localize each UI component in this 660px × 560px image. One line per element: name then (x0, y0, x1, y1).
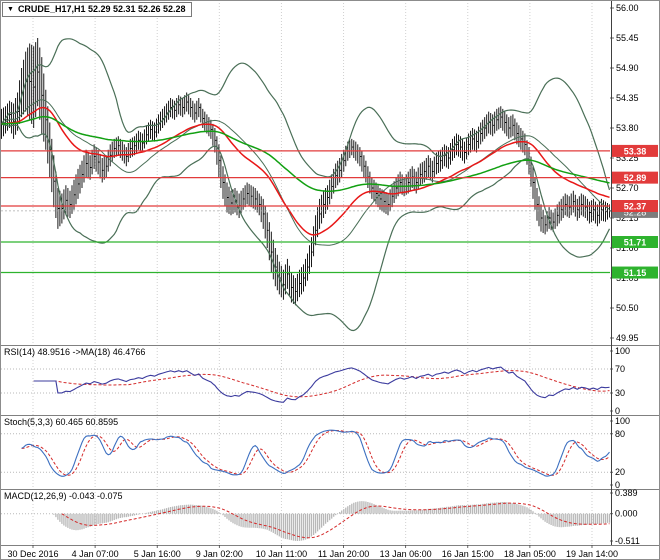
main-panel[interactable] (0, 38, 611, 332)
svg-text:53.80: 53.80 (616, 123, 639, 133)
panel-separators[interactable] (0, 345, 660, 546)
svg-text:52.89: 52.89 (624, 173, 647, 183)
svg-text:-0.511: -0.511 (615, 536, 640, 546)
svg-text:20: 20 (615, 467, 625, 477)
svg-text:52.28: 52.28 (624, 207, 647, 217)
svg-text:0.389: 0.389 (615, 488, 638, 498)
svg-text:54.90: 54.90 (616, 63, 639, 73)
rsi-panel[interactable] (1, 366, 610, 403)
svg-text:49.95: 49.95 (616, 333, 639, 343)
svg-text:52.15: 52.15 (616, 213, 639, 223)
svg-text:54.35: 54.35 (616, 93, 639, 103)
symbol-ohlc-box[interactable]: ▼ CRUDE_H17,H1 52.29 52.31 52.26 52.28 (2, 2, 192, 17)
svg-text:100: 100 (615, 346, 630, 356)
svg-text:100: 100 (615, 416, 630, 426)
svg-text:4 Jan 07:00: 4 Jan 07:00 (72, 549, 119, 559)
symbol-ohlc-text: CRUDE_H17,H1 52.29 52.31 52.26 52.28 (17, 4, 186, 14)
svg-text:13 Jan 06:00: 13 Jan 06:00 (380, 549, 432, 559)
svg-text:53.25: 53.25 (616, 153, 639, 163)
svg-text:18 Jan 05:00: 18 Jan 05:00 (504, 549, 556, 559)
svg-text:70: 70 (615, 364, 625, 374)
svg-text:30: 30 (615, 388, 625, 398)
price-axis[interactable]: 56.00 55.45 54.90 54.35 53.80 53.25 52.70 52.15… (610, 3, 658, 343)
stoch-indicator-label: Stoch(5,3,3) 60.465 60.8595 (4, 417, 119, 427)
macd-indicator-label: MACD(12,26,9) -0.043 -0.075 (4, 491, 123, 501)
svg-text:0: 0 (615, 480, 620, 490)
time-grid (32, 0, 593, 545)
svg-text:56.00: 56.00 (616, 3, 639, 13)
svg-text:16 Jan 15:00: 16 Jan 15:00 (442, 549, 494, 559)
collapse-icon[interactable]: ▼ (7, 6, 14, 13)
svg-text:53.38: 53.38 (624, 146, 647, 156)
svg-text:10 Jan 11:00: 10 Jan 11:00 (256, 549, 307, 559)
svg-text:52.70: 52.70 (616, 183, 639, 193)
svg-text:5 Jan 16:00: 5 Jan 16:00 (134, 549, 181, 559)
svg-text:50.50: 50.50 (616, 303, 639, 313)
svg-text:9 Jan 02:00: 9 Jan 02:00 (196, 549, 243, 559)
svg-text:19 Jan 14:00: 19 Jan 14:00 (566, 549, 618, 559)
svg-text:0: 0 (615, 406, 620, 416)
svg-text:51.71: 51.71 (624, 238, 647, 248)
macd-panel[interactable] (1, 501, 611, 541)
svg-text:52.37: 52.37 (624, 202, 647, 212)
svg-text:0.000: 0.000 (615, 509, 638, 519)
svg-text:30 Dec 2016: 30 Dec 2016 (7, 549, 58, 559)
svg-text:51.15: 51.15 (624, 268, 647, 278)
stoch-panel[interactable] (1, 429, 610, 477)
svg-text:55.45: 55.45 (616, 33, 639, 43)
svg-text:11 Jan 20:00: 11 Jan 20:00 (318, 549, 369, 559)
time-axis[interactable]: 30 Dec 2016 4 Jan 07:00 5 Jan 16:00 9 Jan 0… (7, 545, 618, 559)
svg-text:80: 80 (615, 429, 625, 439)
rsi-indicator-label: RSI(14) 48.9516 ->MA(18) 46.4766 (4, 347, 146, 357)
